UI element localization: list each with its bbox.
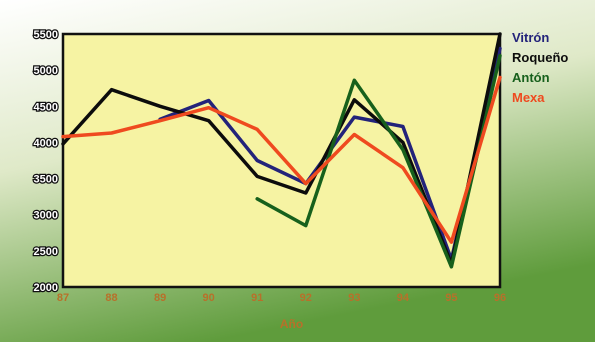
y-tick-label-7: 5500: [34, 29, 58, 41]
legend-entry-3: Mexa: [512, 90, 545, 105]
legend-entry-1: Roqueño: [512, 50, 568, 65]
x-tick-label-1: 88: [105, 292, 117, 304]
plot-area: [61, 32, 502, 289]
x-axis-ticks: 87 88 89 90 91 92 93 94 95 96: [57, 292, 506, 304]
x-tick-label-3: 90: [203, 292, 215, 304]
y-axis-ticks: 2000 2500 3000 3500 4000 4500 5000 5500: [32, 28, 59, 296]
y-tick-label-2: 3000: [34, 210, 58, 222]
y-tick-label-4: 4000: [34, 137, 58, 149]
x-tick-label-6: 93: [348, 292, 360, 304]
x-tick-label-2: 89: [154, 292, 166, 304]
legend-entry-0: Vitrón: [512, 30, 549, 45]
y-tick-label-6: 5000: [34, 65, 58, 77]
series-line-3: [61, 75, 502, 244]
y-tick-label-1: 2500: [34, 246, 58, 258]
y-tick-label-0: 2000: [34, 282, 58, 294]
y-tick-label-5: 4500: [34, 101, 58, 113]
x-tick-label-7: 94: [397, 292, 410, 304]
series-line-2: [255, 53, 502, 269]
legend: Vitrón Roqueño Antón Mexa: [512, 30, 568, 105]
series-lines: [61, 32, 502, 269]
y-tick-label-3: 3500: [34, 174, 58, 186]
x-tick-label-9: 96: [494, 292, 506, 304]
x-tick-label-8: 95: [445, 292, 457, 304]
x-tick-label-5: 92: [300, 292, 312, 304]
x-tick-label-4: 91: [251, 292, 263, 304]
x-tick-label-0: 87: [57, 292, 69, 304]
x-axis-label: Año: [280, 317, 303, 331]
legend-entry-2: Antón: [512, 70, 550, 85]
